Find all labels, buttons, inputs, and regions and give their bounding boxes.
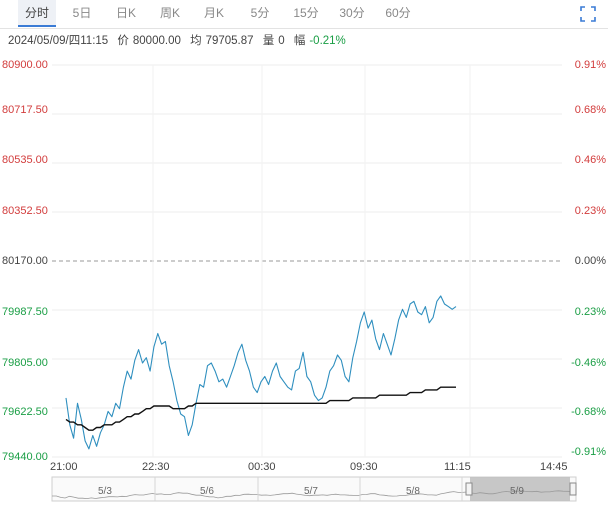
y-label-right-1: 0.68%	[574, 104, 606, 116]
avg-value: 79705.87	[205, 35, 254, 47]
nav-date-3: 5/8	[406, 486, 420, 497]
price-label: 价	[117, 35, 129, 47]
change-value: -0.21%	[309, 35, 346, 47]
tab-monthly-k[interactable]: 月K	[203, 6, 224, 20]
time-navigator[interactable]	[51, 476, 577, 502]
navigator-handle-right[interactable]	[569, 482, 577, 496]
y-label-right-3: 0.23%	[574, 205, 606, 217]
nav-date-4: 5/9	[510, 486, 524, 497]
x-label-0: 21:00	[50, 461, 78, 473]
tab-5min[interactable]: 5分	[250, 6, 270, 20]
price-value: 80000.00	[132, 35, 181, 47]
change-label: 幅	[293, 35, 306, 47]
average-price-line	[65, 386, 456, 431]
y-label-right-0: 0.91%	[574, 59, 606, 71]
navigator-overview-line	[52, 490, 577, 500]
volume-label: 量	[262, 35, 275, 47]
tab-15min[interactable]: 15分	[293, 6, 319, 20]
y-label-left-1: 80717.50	[2, 104, 48, 116]
y-label-left-6: 79805.00	[2, 357, 48, 369]
x-label-4: 11:15	[444, 461, 471, 473]
x-label-1: 22:30	[142, 461, 170, 473]
y-label-right-8: -0.91%	[571, 446, 606, 458]
chart-period-tabs: 分时 5日 日K 周K 月K 5分 15分 30分 60分	[0, 0, 608, 29]
x-label-2: 00:30	[248, 461, 276, 473]
navigator-selection[interactable]	[470, 477, 570, 501]
tab-intraday[interactable]: 分时	[18, 0, 56, 27]
y-label-left-4: 80170.00	[2, 255, 48, 267]
navigator-handle-left[interactable]	[465, 482, 473, 496]
tab-60min[interactable]: 60分	[385, 6, 411, 20]
tab-30min[interactable]: 30分	[339, 6, 365, 20]
nav-date-1: 5/6	[200, 486, 214, 497]
nav-date-2: 5/7	[304, 486, 318, 497]
y-label-left-7: 79622.50	[2, 406, 48, 418]
y-label-right-2: 0.46%	[574, 154, 606, 166]
x-label-5: 14:45	[540, 461, 568, 473]
y-label-right-4: 0.00%	[574, 255, 606, 267]
tab-daily-k[interactable]: 日K	[115, 6, 136, 20]
x-label-3: 09:30	[350, 461, 378, 473]
y-label-left-2: 80535.00	[2, 154, 48, 166]
y-label-right-5: 0.23%	[574, 306, 606, 318]
avg-label: 均	[190, 35, 202, 47]
y-label-left-8: 79440.00	[2, 451, 48, 463]
y-label-right-7: -0.68%	[571, 406, 606, 418]
quote-datetime: 2024/05/09/四11:15	[8, 35, 109, 47]
y-label-left-3: 80352.50	[2, 205, 48, 217]
fullscreen-icon[interactable]	[580, 6, 596, 22]
tab-5day[interactable]: 5日	[72, 6, 92, 20]
y-label-left-0: 80900.00	[2, 59, 48, 71]
volume-value: 0	[278, 35, 285, 47]
y-label-left-5: 79987.50	[2, 306, 48, 318]
y-label-right-6: -0.46%	[571, 357, 606, 369]
tab-weekly-k[interactable]: 周K	[159, 6, 180, 20]
price-line	[65, 295, 457, 450]
nav-date-0: 5/3	[98, 486, 112, 497]
